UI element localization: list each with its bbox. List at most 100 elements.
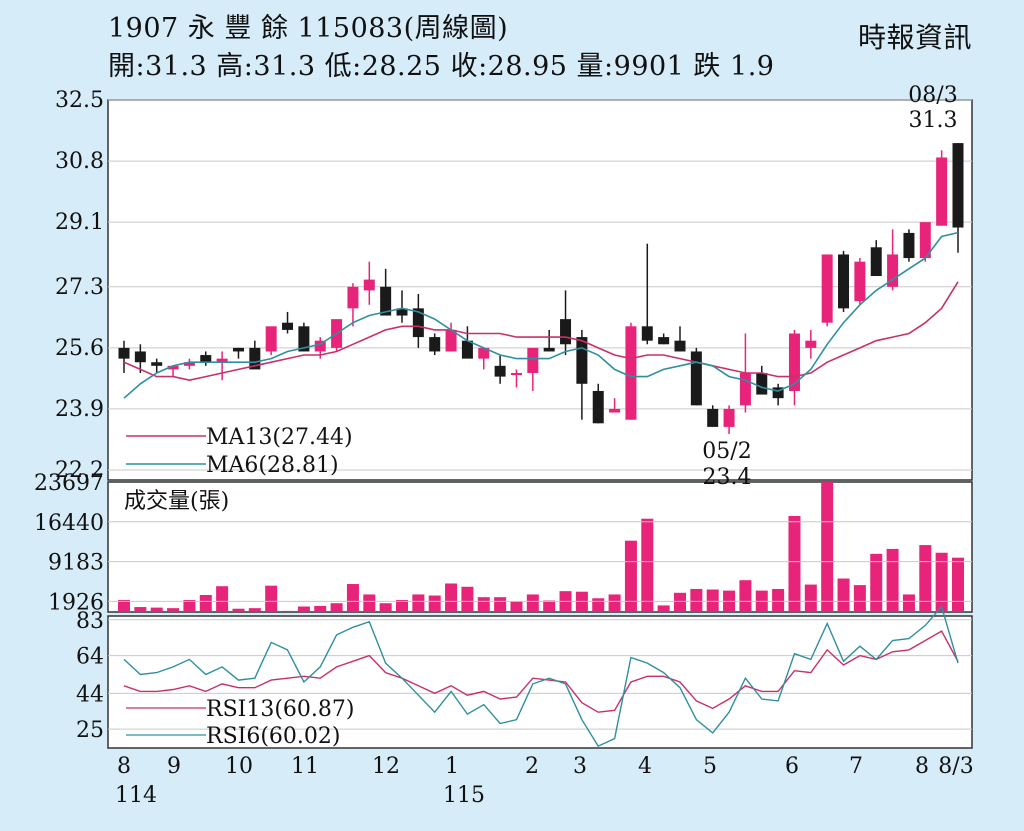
source-label: 時報資訊 <box>857 21 972 54</box>
legend-label: MA13(27.44) <box>206 425 353 450</box>
candle-body <box>936 157 948 226</box>
volume-bar <box>183 599 196 612</box>
volume-bar <box>772 588 785 612</box>
candle-body <box>282 322 294 330</box>
x-tick-label: 4 <box>638 754 652 779</box>
low-annotation-value: 23.4 <box>703 465 752 490</box>
volume-bar <box>952 557 964 612</box>
volume-bar <box>837 578 850 612</box>
volume-bar <box>526 594 539 612</box>
candle-body <box>870 247 882 277</box>
ma6-line <box>123 231 959 399</box>
volume-bar <box>543 600 556 612</box>
candle-body <box>690 351 702 406</box>
x-tick-label: 8 <box>915 754 929 779</box>
rsi-tick-label: 44 <box>76 682 104 707</box>
legend-label: RSI13(60.87) <box>206 697 354 722</box>
candle-body <box>363 279 375 291</box>
candle-body <box>347 286 359 309</box>
candle-body <box>674 340 686 352</box>
candle-body <box>265 326 277 352</box>
volume-bar <box>641 518 654 612</box>
volume-bar <box>379 603 392 612</box>
candle-body <box>838 254 850 309</box>
x-tick-label: 8/3 <box>938 754 973 779</box>
candle-body <box>527 347 539 374</box>
candle-body <box>788 333 800 391</box>
candle-body <box>903 232 915 259</box>
x-year-label: 115 <box>443 783 485 808</box>
candle-body <box>576 337 588 384</box>
volume-bar <box>232 608 245 612</box>
rsi-tick-label: 25 <box>76 718 104 743</box>
candle-body <box>723 408 735 427</box>
volume-bar <box>396 599 408 612</box>
volume-bar <box>314 605 327 612</box>
volume-bar <box>363 594 376 612</box>
volume-bar <box>624 540 637 612</box>
price-tick-label: 25.6 <box>55 336 104 361</box>
candle-body <box>707 408 719 427</box>
candle-body <box>609 408 621 413</box>
volume-bar <box>510 601 523 612</box>
candle-body <box>216 358 228 363</box>
candle-body <box>952 143 964 228</box>
price-tick-label: 30.8 <box>55 149 104 174</box>
price-tick-label: 22.2 <box>55 458 104 483</box>
volume-tick-label: 1926 <box>48 590 104 615</box>
candle-body <box>641 326 653 341</box>
candle-body <box>314 340 326 352</box>
high-annotation-value: 31.3 <box>909 108 958 133</box>
rsi13-line <box>123 630 959 713</box>
rsi-tick-label: 64 <box>76 645 104 670</box>
volume-bar <box>297 606 310 612</box>
candle-body <box>739 373 751 406</box>
volume-bar <box>821 482 834 612</box>
volume-bar <box>216 586 229 612</box>
x-tick-label: 12 <box>372 754 400 779</box>
candle-body <box>298 326 310 352</box>
volume-bar <box>150 607 163 612</box>
volume-bar <box>608 594 621 612</box>
volume-tick-label: 23697 <box>34 471 104 496</box>
rsi6-line <box>123 605 959 747</box>
volume-bar <box>494 597 507 612</box>
high-annotation-date: 08/3 <box>908 83 957 108</box>
candle-body <box>543 347 555 352</box>
candle-body <box>854 261 866 302</box>
volume-bar <box>477 597 490 612</box>
candle-body <box>412 308 424 338</box>
volume-bar <box>592 598 605 612</box>
candle-body <box>494 365 506 377</box>
price-tick-label: 29.1 <box>55 210 104 235</box>
candle-body <box>151 362 163 366</box>
legend-label: MA6(28.81) <box>206 453 339 478</box>
x-tick-label: 9 <box>167 754 181 779</box>
price-info-line: 開:31.3 高:31.3 低:28.25 收:28.95 量:9901 跌 1… <box>108 51 775 82</box>
volume-bar <box>674 592 686 612</box>
candle-body <box>919 222 931 259</box>
volume-bar <box>788 515 801 612</box>
volume-bar <box>919 545 932 612</box>
candle-body <box>821 254 833 323</box>
candle-body <box>560 319 572 345</box>
x-tick-label: 3 <box>573 754 587 779</box>
volume-bar <box>690 588 703 612</box>
candle-body <box>445 329 457 352</box>
candle-body <box>461 340 473 359</box>
volume-bar <box>199 594 212 612</box>
volume-bar <box>739 580 752 612</box>
x-tick-label: 5 <box>703 754 717 779</box>
candle-body <box>232 347 244 352</box>
volume-bar <box>134 607 147 612</box>
x-tick-label: 11 <box>291 754 319 779</box>
x-tick-label: 10 <box>225 754 253 779</box>
volume-bar <box>167 608 180 612</box>
volume-bar <box>445 583 458 612</box>
price-tick-label: 27.3 <box>55 275 104 300</box>
volume-bar <box>248 608 261 612</box>
candle-body <box>429 337 441 352</box>
candle-body <box>380 286 392 316</box>
volume-bar <box>346 584 359 612</box>
